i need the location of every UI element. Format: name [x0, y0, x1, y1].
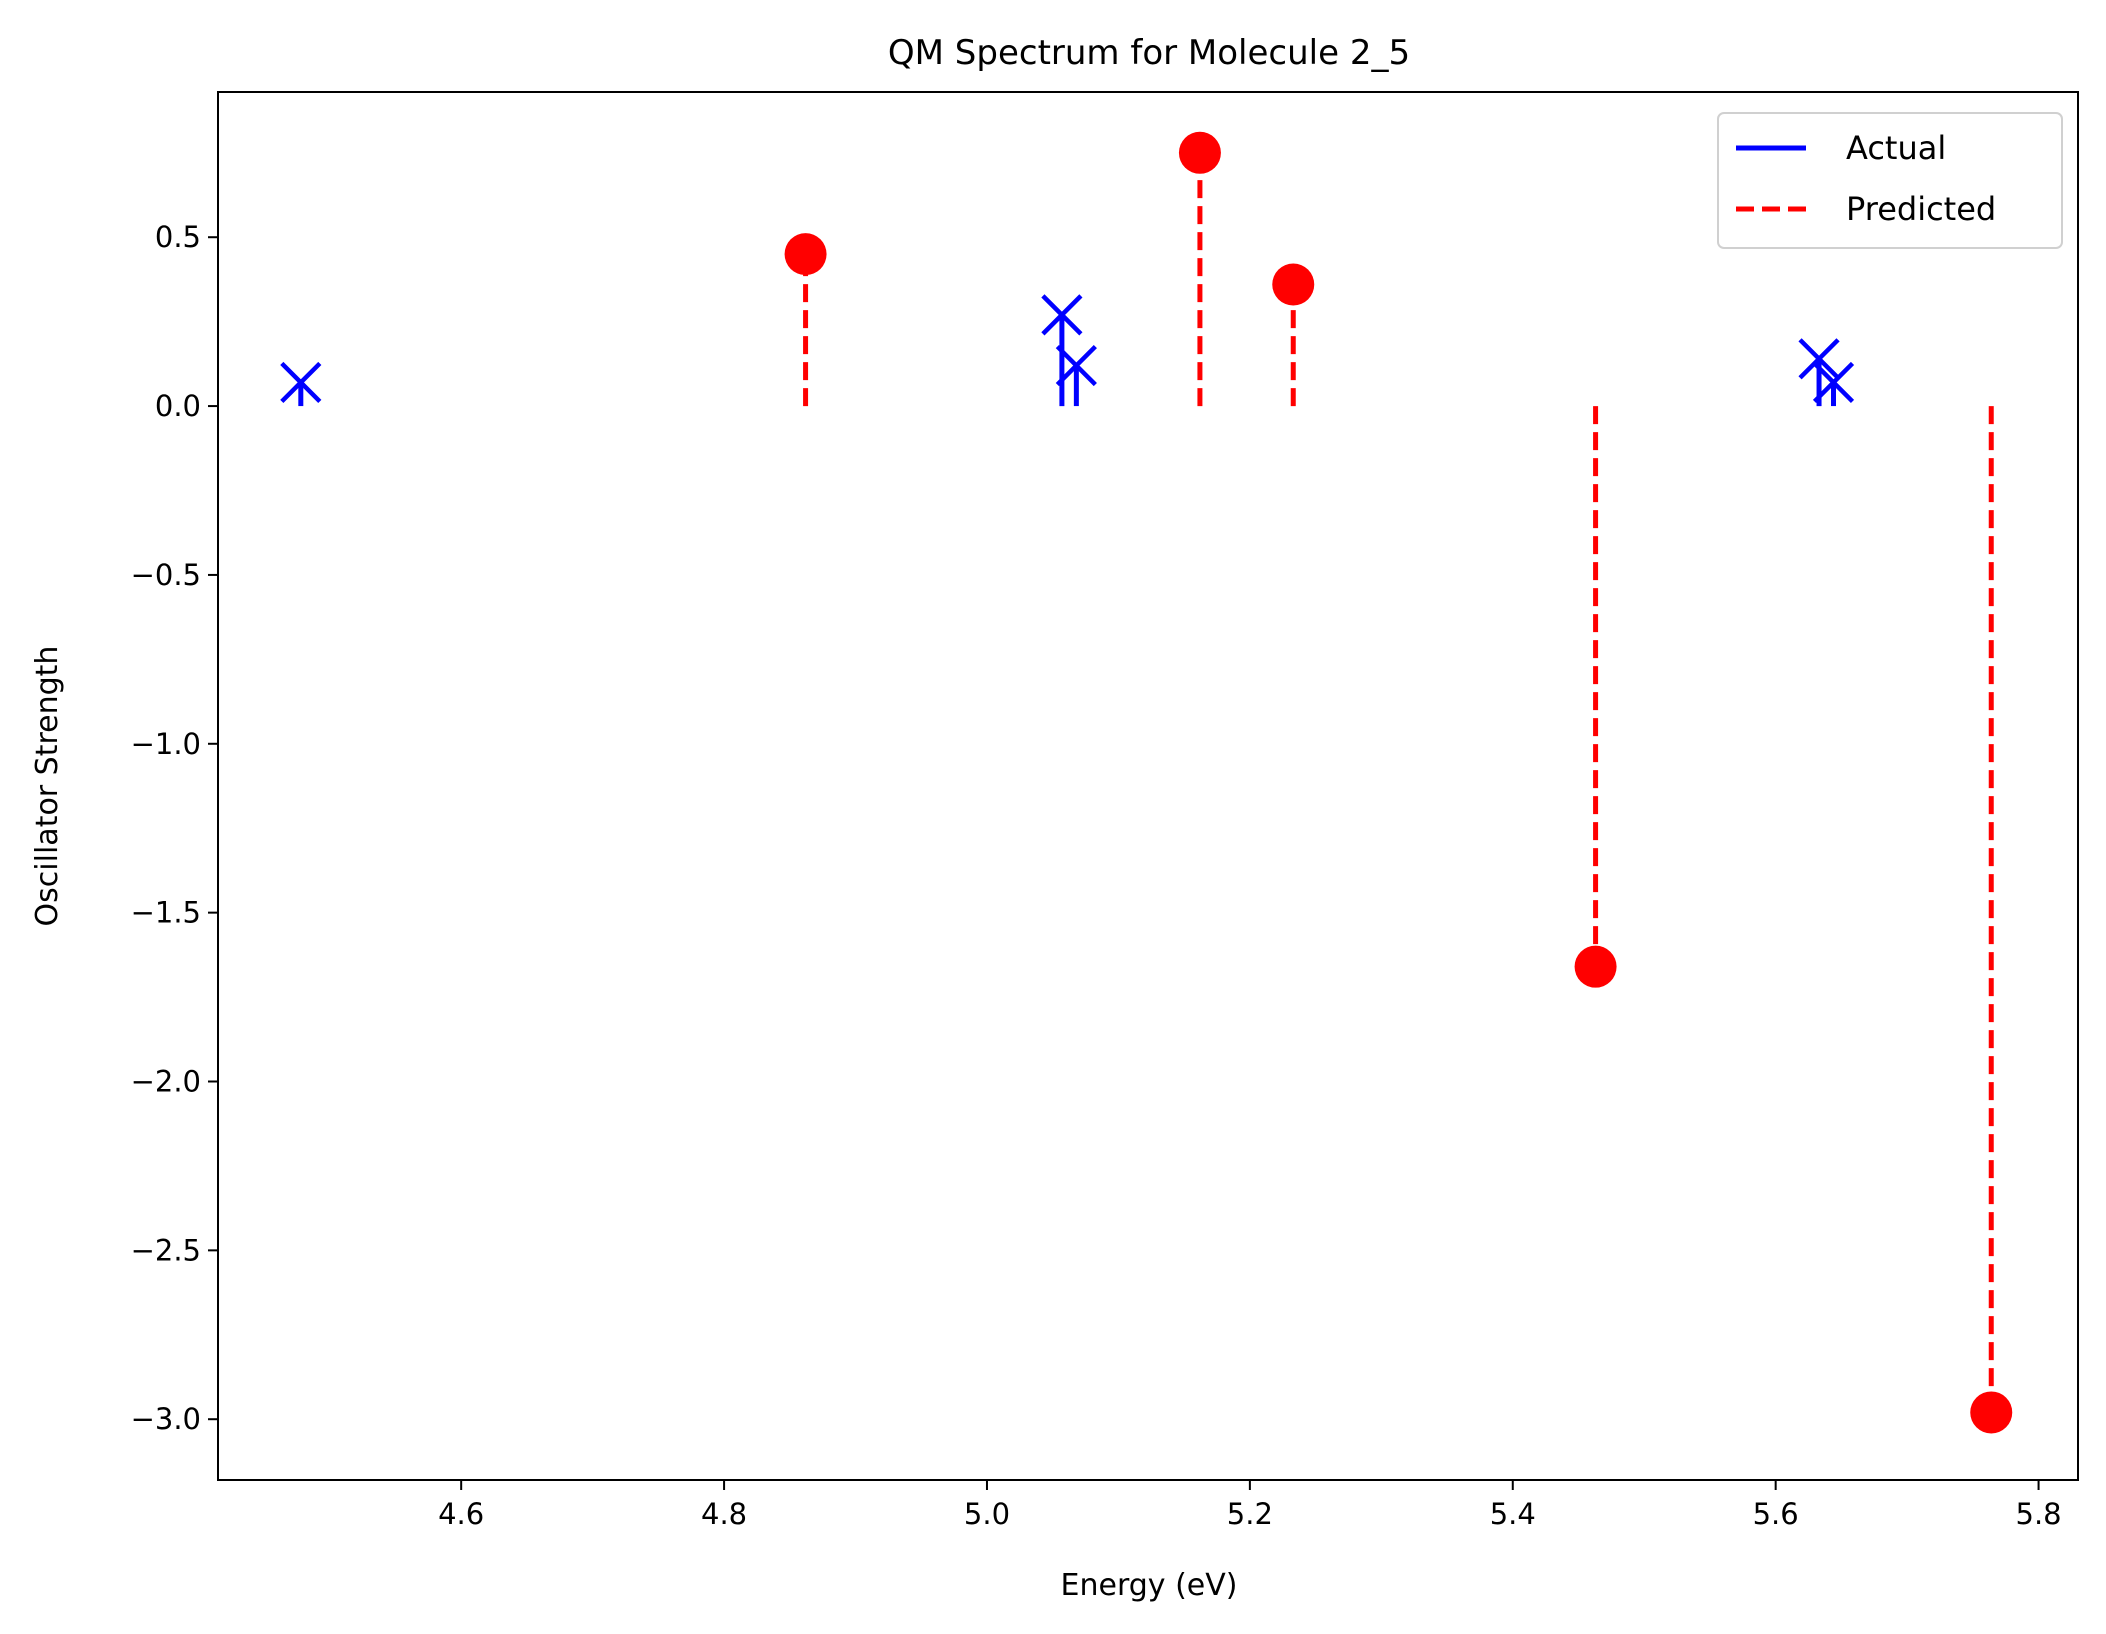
x-tick-label: 5.8 — [2016, 1497, 2062, 1531]
x-tick-label: 4.8 — [701, 1497, 747, 1531]
y-tick-label: −1.5 — [131, 896, 201, 930]
data-point — [1574, 945, 1617, 988]
data-point — [1178, 131, 1221, 174]
series-actual — [280, 294, 1855, 407]
x-tick-label: 5.4 — [1490, 1497, 1536, 1531]
y-tick-label: 0.5 — [155, 220, 201, 254]
data-point — [280, 361, 322, 404]
y-axis-label: Oscillator Strength — [30, 646, 65, 927]
plot-frame — [217, 91, 2079, 1481]
y-tick-label: −0.5 — [131, 558, 201, 592]
x-axis-label: Energy (eV) — [1061, 1568, 1238, 1603]
y-tick-label: −2.5 — [131, 1233, 201, 1267]
x-tick-label: 5.0 — [964, 1497, 1010, 1531]
y-tick-label: −2.0 — [131, 1064, 201, 1098]
data-point — [1970, 1391, 2013, 1434]
legend-label-predicted: Predicted — [1846, 190, 1996, 228]
data-point — [1041, 294, 1083, 336]
data-point — [784, 233, 827, 276]
y-tick-label: 0.0 — [155, 389, 201, 423]
legend-label-actual: Actual — [1846, 129, 1946, 167]
series-predicted — [784, 131, 2013, 1434]
x-tick-label: 5.2 — [1227, 1497, 1273, 1531]
legend: Actual Predicted — [1717, 112, 2063, 249]
plot-area — [280, 131, 2013, 1434]
data-point — [1798, 338, 1840, 380]
x-tick-label: 4.6 — [438, 1497, 484, 1531]
data-point — [1272, 263, 1315, 306]
chart-title: QM Spectrum for Molecule 2_5 — [888, 33, 1410, 73]
data-point — [1812, 361, 1855, 404]
x-axis: 4.6 4.8 5.0 5.2 5.4 5.6 5.8 — [438, 1480, 2062, 1531]
y-tick-label: −1.0 — [131, 727, 201, 761]
data-point — [1055, 344, 1097, 387]
x-tick-label: 5.6 — [1753, 1497, 1799, 1531]
y-tick-label: −3.0 — [131, 1402, 201, 1436]
y-axis: 0.5 0.0 −0.5 −1.0 −1.5 −2.0 −2.5 −3.0 — [131, 220, 218, 1436]
